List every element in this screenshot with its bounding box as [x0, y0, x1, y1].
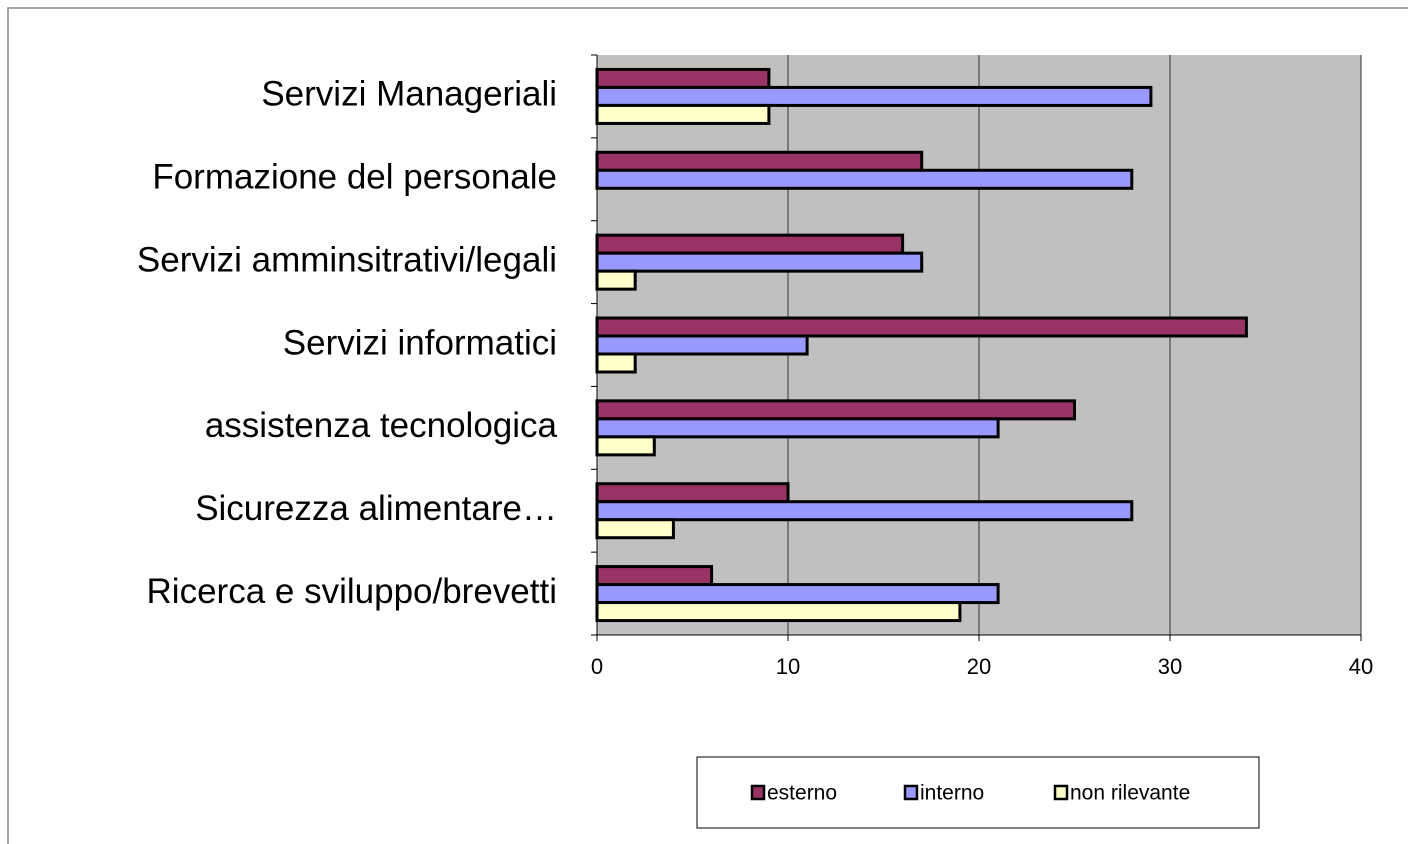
legend-swatch	[750, 784, 766, 801]
y-tick-label: Ricerca e sviluppo/brevetti	[147, 572, 557, 611]
bar	[595, 233, 905, 255]
x-tick-label: 30	[1158, 654, 1182, 679]
bar	[595, 85, 1153, 107]
bar	[595, 518, 675, 540]
bar	[595, 482, 790, 504]
x-tick-label: 20	[967, 654, 991, 679]
bar	[595, 500, 1134, 522]
bar	[595, 435, 656, 457]
bar	[595, 269, 637, 291]
y-tick-label: assistenza tecnologica	[205, 406, 558, 445]
legend-label: esterno	[767, 782, 837, 805]
frame	[7, 7, 1408, 844]
x-tick-label: 10	[776, 654, 800, 679]
y-tick-label: Formazione del personale	[152, 158, 557, 197]
bar	[595, 565, 714, 587]
x-tick-label: 0	[591, 654, 603, 679]
y-tick-label: Servizi amminsitrativi/legali	[137, 240, 557, 279]
bar	[595, 251, 924, 273]
x-tick-label: 40	[1349, 654, 1373, 679]
y-tick-label: Sicurezza alimentare…	[195, 489, 557, 528]
bar	[595, 150, 924, 172]
legend-swatch	[903, 784, 919, 801]
legend-label: non rilevante	[1070, 782, 1190, 805]
bar	[595, 67, 771, 89]
legend-swatch	[1053, 784, 1069, 801]
bar	[595, 399, 1076, 421]
bar	[595, 168, 1134, 190]
legend-box	[696, 756, 1260, 829]
bar	[595, 103, 771, 125]
bar	[595, 583, 1000, 605]
bar	[595, 601, 962, 623]
bar	[595, 352, 637, 374]
y-tick-label: Servizi informatici	[283, 323, 557, 362]
y-tick-label: Servizi Manageriali	[261, 75, 557, 114]
legend-label: interno	[920, 782, 984, 805]
bar	[595, 417, 1000, 439]
bar	[595, 316, 1248, 338]
bar	[595, 334, 809, 356]
